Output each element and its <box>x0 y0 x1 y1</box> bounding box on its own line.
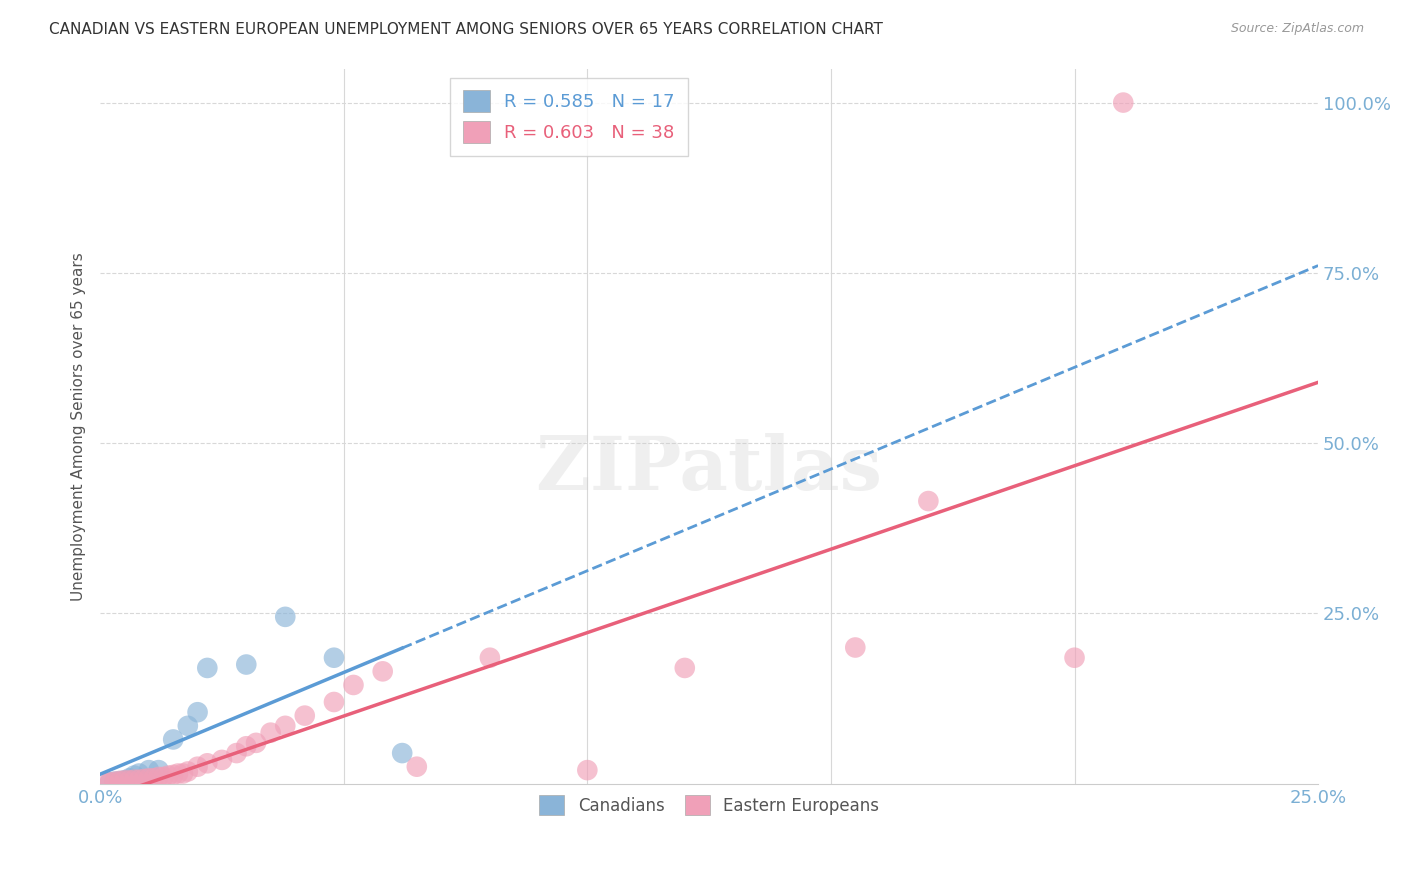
Point <box>235 657 257 672</box>
Point <box>245 736 267 750</box>
Point <box>225 746 247 760</box>
Point <box>391 746 413 760</box>
Point <box>211 753 233 767</box>
Point <box>122 768 145 782</box>
Point <box>167 766 190 780</box>
Point <box>142 772 165 786</box>
Point <box>114 773 136 788</box>
Point <box>342 678 364 692</box>
Point <box>157 768 180 782</box>
Point <box>94 776 117 790</box>
Point <box>274 719 297 733</box>
Text: CANADIAN VS EASTERN EUROPEAN UNEMPLOYMENT AMONG SENIORS OVER 65 YEARS CORRELATIO: CANADIAN VS EASTERN EUROPEAN UNEMPLOYMEN… <box>49 22 883 37</box>
Point <box>187 705 209 719</box>
Point <box>152 770 174 784</box>
Point <box>162 768 184 782</box>
Point <box>195 756 218 771</box>
Point <box>371 665 394 679</box>
Point <box>274 610 297 624</box>
Point <box>177 764 200 779</box>
Point <box>323 695 346 709</box>
Point <box>108 774 131 789</box>
Point <box>673 661 696 675</box>
Point <box>138 772 160 786</box>
Point <box>172 766 194 780</box>
Point <box>1112 95 1135 110</box>
Point <box>122 772 145 787</box>
Point <box>138 763 160 777</box>
Point <box>1063 650 1085 665</box>
Point <box>98 775 121 789</box>
Point <box>118 772 141 786</box>
Text: Source: ZipAtlas.com: Source: ZipAtlas.com <box>1230 22 1364 36</box>
Point <box>478 650 501 665</box>
Point <box>405 760 427 774</box>
Point <box>132 772 155 786</box>
Point <box>323 650 346 665</box>
Point <box>235 739 257 754</box>
Point <box>177 719 200 733</box>
Point <box>259 725 281 739</box>
Point <box>128 772 150 787</box>
Point <box>162 732 184 747</box>
Point <box>98 775 121 789</box>
Point <box>148 770 170 784</box>
Point <box>917 494 939 508</box>
Point <box>195 661 218 675</box>
Point <box>187 760 209 774</box>
Legend: Canadians, Eastern Europeans: Canadians, Eastern Europeans <box>530 785 889 825</box>
Y-axis label: Unemployment Among Seniors over 65 years: Unemployment Among Seniors over 65 years <box>72 252 86 600</box>
Point <box>294 708 316 723</box>
Point <box>104 774 127 789</box>
Point <box>148 763 170 777</box>
Text: ZIPatlas: ZIPatlas <box>536 433 883 506</box>
Point <box>128 766 150 780</box>
Point <box>114 773 136 788</box>
Point <box>576 763 599 777</box>
Point <box>108 774 131 789</box>
Point <box>118 773 141 788</box>
Point <box>104 774 127 789</box>
Point <box>844 640 866 655</box>
